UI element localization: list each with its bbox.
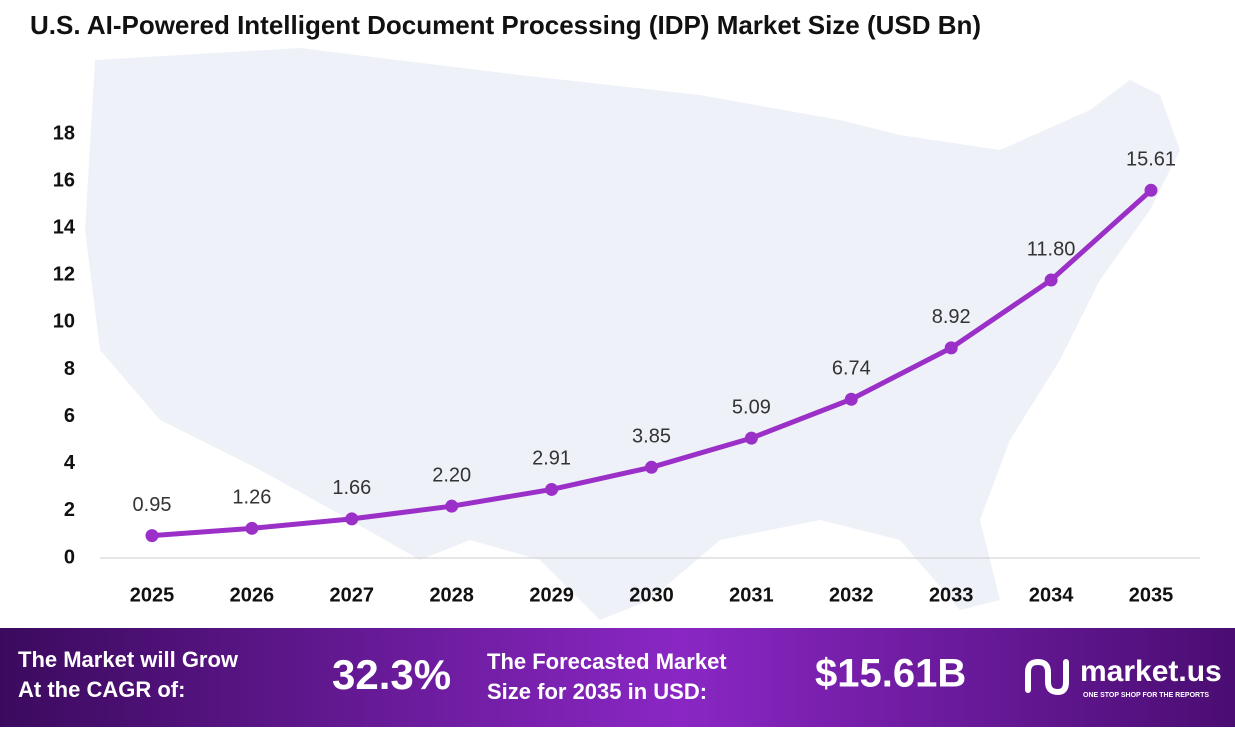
marker <box>345 512 359 526</box>
cagr-value: 32.3% <box>332 651 451 698</box>
marker <box>744 431 758 445</box>
forecast-label-line: Size for 2035 in USD: <box>487 679 707 704</box>
data-label: 11.80 <box>1027 238 1076 260</box>
marker <box>245 521 259 535</box>
marker <box>1044 273 1058 287</box>
brand-name: market.us <box>1080 655 1222 688</box>
data-label: 2.91 <box>532 448 571 470</box>
forecast-label-line: The Forecasted Market <box>487 649 727 674</box>
data-label: 2.20 <box>432 464 471 486</box>
marker <box>545 482 559 496</box>
marker <box>844 392 858 406</box>
map-background <box>85 48 1180 620</box>
cagr-label-line: At the CAGR of: <box>18 677 185 702</box>
marker <box>445 499 459 513</box>
marker <box>145 529 159 543</box>
brand-tagline: ONE STOP SHOP FOR THE REPORTS <box>1083 692 1209 699</box>
marker <box>645 460 658 474</box>
x-tick-label: 2032 <box>829 584 874 606</box>
x-tick-label: 2029 <box>529 584 574 606</box>
data-label: 15.61 <box>1126 149 1176 171</box>
x-tick-label: 2026 <box>230 584 275 606</box>
x-tick-label: 2030 <box>629 584 674 606</box>
data-label: 0.95 <box>133 494 172 516</box>
y-tick-label: 4 <box>64 452 76 474</box>
data-label: 1.66 <box>332 477 371 499</box>
y-tick-label: 14 <box>53 217 76 239</box>
brand-logo <box>1025 658 1069 696</box>
y-tick-label: 10 <box>53 311 75 333</box>
cagr-label-line: The Market will Grow <box>18 647 239 672</box>
y-tick-label: 6 <box>64 405 75 427</box>
y-tick-label: 16 <box>53 169 75 191</box>
cagr-label: The Market will Grow At the CAGR of: <box>18 647 244 702</box>
forecast-value: $15.61B <box>815 652 966 696</box>
data-label: 3.85 <box>632 426 671 448</box>
x-tick-label: 2035 <box>1129 584 1174 606</box>
data-label: 8.92 <box>932 306 971 328</box>
data-label: 5.09 <box>732 396 771 418</box>
x-tick-label: 2027 <box>330 584 375 606</box>
marker <box>944 341 958 355</box>
y-tick-label: 8 <box>64 358 75 380</box>
chart-title: U.S. AI-Powered Intelligent Document Pro… <box>30 10 981 40</box>
x-tick-label: 2028 <box>429 584 474 606</box>
marker <box>1144 183 1158 197</box>
x-tick-label: 2031 <box>729 584 774 606</box>
data-label: 6.74 <box>832 358 871 380</box>
y-tick-label: 18 <box>53 122 75 144</box>
data-label: 1.26 <box>232 487 271 509</box>
forecast-label: The Forecasted Market Size for 2035 in U… <box>487 649 733 704</box>
x-tick-label: 2033 <box>929 584 974 606</box>
y-tick-label: 12 <box>53 264 75 286</box>
x-tick-label: 2025 <box>130 584 175 606</box>
x-tick-label: 2034 <box>1029 584 1074 606</box>
y-tick-label: 0 <box>64 546 75 568</box>
y-tick-label: 2 <box>64 499 75 521</box>
